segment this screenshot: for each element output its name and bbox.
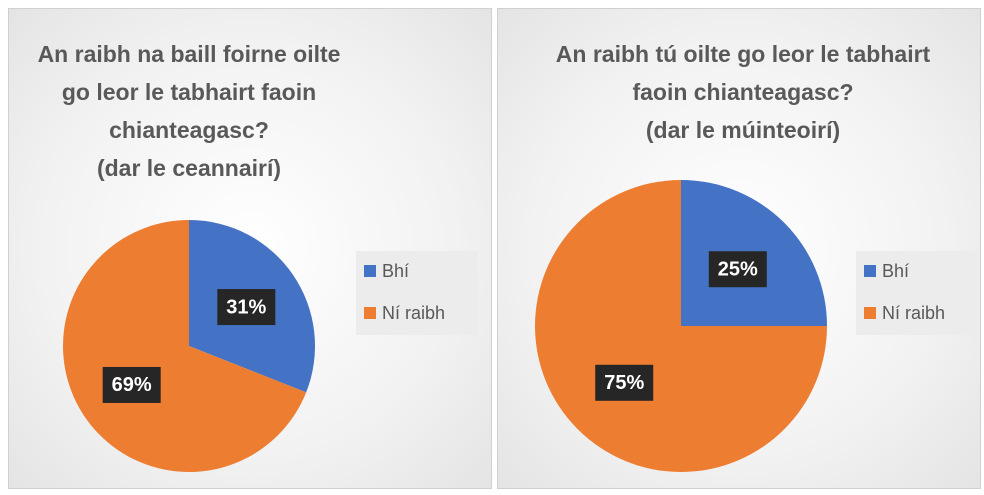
legend-swatch [364,307,376,319]
pie-chart: 25% 75% Bhí Ní raibh [535,180,978,472]
subtitle-text: (dar le ceannairí) [96,155,282,181]
data-label-box [217,289,276,326]
chart-panel: An raibh na baill foirne oilte go leor l… [8,8,492,489]
title-text: An raibh na baill foirne oilte go leor l… [37,41,341,143]
chart-title: An raibh na baill foirne oilte go leor l… [29,35,349,187]
data-label: 25% [718,259,758,281]
pie-slice [63,220,307,472]
chart-title: An raibh tú oilte go leor le tabhairt fa… [548,35,938,149]
data-label-box [102,366,161,403]
legend-label: Ní raibh [882,303,945,323]
legend-box [856,251,978,335]
legend-box [356,251,478,335]
chart-panel: An raibh tú oilte go leor le tabhairt fa… [497,8,981,489]
pie-chart: 31% 69% Bhí Ní raibh [63,220,478,472]
data-label: 69% [112,374,152,396]
legend-swatch [364,265,376,277]
legend-label: Bhí [382,261,409,281]
legend-swatch [864,307,876,319]
legend-label: Ní raibh [382,303,445,323]
data-label-box [595,364,654,401]
subtitle-text: (dar le múinteoirí) [645,117,841,143]
legend-label: Bhí [882,261,909,281]
legend-swatch [864,265,876,277]
data-label: 31% [226,296,266,318]
data-label: 75% [604,372,644,394]
data-label-box [708,251,767,288]
title-text: An raibh tú oilte go leor le tabhairt fa… [555,41,931,105]
